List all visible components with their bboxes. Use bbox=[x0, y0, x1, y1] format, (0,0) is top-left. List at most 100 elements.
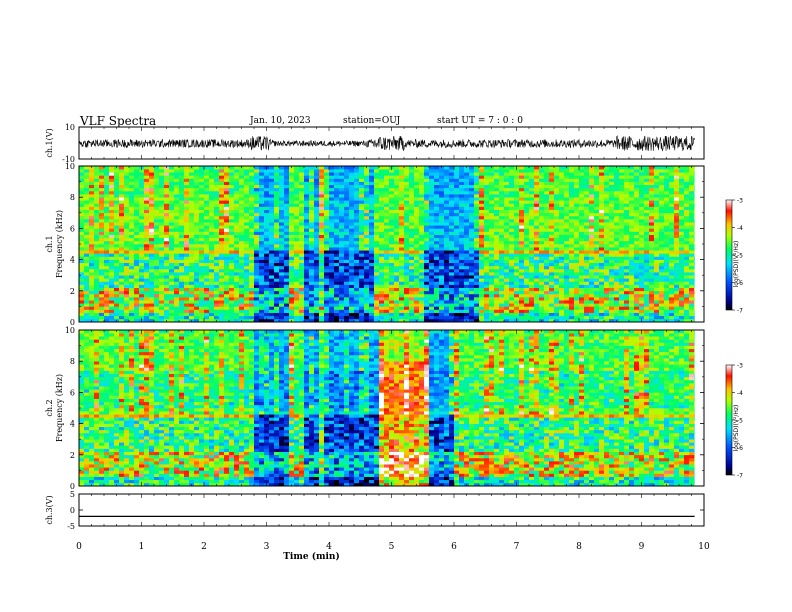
spectrogram-cell bbox=[269, 237, 275, 242]
spectrogram-cell bbox=[359, 194, 365, 198]
spectrogram-cell bbox=[549, 234, 555, 239]
spectrogram-cell bbox=[89, 215, 95, 220]
spectrogram-cell bbox=[274, 200, 280, 204]
spectrogram-cell bbox=[159, 256, 165, 260]
spectrogram-cell bbox=[434, 290, 440, 295]
spectrogram-cell bbox=[199, 272, 205, 276]
spectrogram-cell bbox=[299, 166, 305, 170]
spectrogram-cell bbox=[234, 175, 240, 179]
spectrogram-cell bbox=[394, 275, 400, 279]
spectrogram-cell bbox=[414, 268, 420, 273]
spectrogram-cell bbox=[239, 309, 245, 313]
spectrogram-cell bbox=[329, 275, 335, 279]
spectrogram-cell bbox=[379, 250, 385, 254]
spectrogram-cell bbox=[104, 178, 110, 182]
spectrogram-cell bbox=[399, 250, 405, 254]
spectrogram-cell bbox=[564, 187, 570, 192]
spectrogram-cell bbox=[469, 309, 475, 313]
spectrogram-cell bbox=[574, 293, 580, 298]
spectrogram-cell bbox=[89, 240, 95, 245]
spectrogram-cell bbox=[99, 306, 105, 310]
spectrogram-cell bbox=[479, 190, 485, 195]
spectrogram-cell bbox=[489, 200, 495, 204]
spectrogram-cell bbox=[424, 265, 430, 270]
spectrogram-cell bbox=[409, 197, 415, 201]
spectrogram-cell bbox=[444, 259, 450, 264]
spectrogram-cell bbox=[494, 318, 500, 323]
spectrogram-cell bbox=[539, 225, 545, 229]
spectrogram-cell bbox=[144, 215, 150, 220]
spectrogram-cell bbox=[379, 290, 385, 295]
spectrogram-cell bbox=[379, 306, 385, 310]
spectrogram-cell bbox=[229, 166, 235, 170]
spectrogram-cell bbox=[214, 284, 220, 288]
spectrogram-cell bbox=[549, 312, 555, 317]
spectrogram-cell bbox=[99, 300, 105, 304]
spectrogram-cell bbox=[344, 219, 350, 223]
spectrogram-cell bbox=[239, 215, 245, 220]
spectrogram-cell bbox=[124, 219, 130, 223]
spectrogram-cell bbox=[414, 225, 420, 229]
spectrogram-cell bbox=[159, 225, 165, 229]
spectrogram-cell bbox=[364, 256, 370, 260]
spectrogram-cell bbox=[494, 184, 500, 189]
spectrogram-cell bbox=[419, 237, 425, 242]
spectrogram-cell bbox=[524, 250, 530, 254]
spectrogram-cell bbox=[239, 306, 245, 310]
spectrogram-cell bbox=[539, 194, 545, 198]
spectrogram-cell bbox=[509, 297, 515, 301]
spectrogram-cell bbox=[424, 219, 430, 223]
spectrogram-cell bbox=[294, 272, 300, 276]
spectrogram-cell bbox=[144, 312, 150, 317]
spectrogram-cell bbox=[569, 237, 575, 242]
spectrogram-cell bbox=[424, 244, 430, 248]
spectrogram-cell bbox=[449, 234, 455, 239]
spectrogram-cell bbox=[434, 228, 440, 232]
spectrogram-cell bbox=[559, 312, 565, 317]
spectrogram-cell bbox=[529, 244, 535, 248]
spectrogram-cell bbox=[274, 244, 280, 248]
spectrogram-cell bbox=[544, 253, 550, 257]
spectrogram-cell bbox=[314, 278, 320, 282]
spectrogram-cell bbox=[399, 265, 405, 270]
spectrogram-cell bbox=[99, 309, 105, 313]
spectrogram-cell bbox=[444, 231, 450, 235]
spectrogram-cell bbox=[154, 250, 160, 254]
spectrogram-cell bbox=[124, 262, 130, 267]
spectrogram-cell bbox=[119, 178, 125, 182]
spectrogram-cell bbox=[529, 300, 535, 304]
spectrogram-cell bbox=[319, 222, 325, 226]
spectrogram-cell bbox=[204, 175, 210, 179]
spectrogram-cell bbox=[404, 231, 410, 235]
spectrogram-cell bbox=[249, 253, 255, 257]
spectrogram-cell bbox=[89, 300, 95, 304]
spectrogram-cell bbox=[144, 219, 150, 223]
spectrogram-cell bbox=[529, 303, 535, 307]
spectrogram-cell bbox=[529, 184, 535, 189]
spectrogram-cell bbox=[404, 287, 410, 292]
spectrogram-cell bbox=[79, 281, 85, 285]
spectrogram-cell bbox=[369, 259, 375, 264]
spectrogram-cell bbox=[499, 303, 505, 307]
spectrogram-cell bbox=[309, 203, 315, 207]
spectrogram-cell bbox=[574, 259, 580, 264]
spectrogram-cell bbox=[509, 194, 515, 198]
spectrogram-cell bbox=[434, 303, 440, 307]
spectrogram-cell bbox=[144, 194, 150, 198]
spectrogram-cell bbox=[459, 293, 465, 298]
spectrogram-cell bbox=[274, 172, 280, 176]
spectrogram-cell bbox=[459, 190, 465, 195]
spectrogram-cell bbox=[104, 172, 110, 176]
spectrogram-cell bbox=[304, 172, 310, 176]
spectrogram-cell bbox=[139, 225, 145, 229]
spectrogram-cell bbox=[89, 190, 95, 195]
spectrogram-cell bbox=[574, 203, 580, 207]
spectrogram-cell bbox=[124, 253, 130, 257]
spectrogram-cell bbox=[359, 181, 365, 186]
spectrogram-cell bbox=[274, 265, 280, 270]
spectrogram-cell bbox=[209, 225, 215, 229]
spectrogram-cell bbox=[409, 247, 415, 251]
spectrogram-cell bbox=[269, 247, 275, 251]
spectrogram-cell bbox=[94, 234, 100, 239]
spectrogram-cell bbox=[249, 247, 255, 251]
